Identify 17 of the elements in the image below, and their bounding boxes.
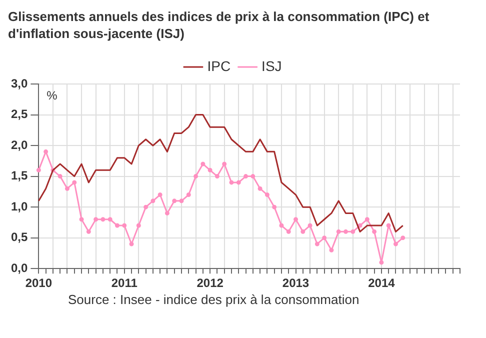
x-tick-label: 2013: [282, 276, 310, 290]
y-tick-label: 0,5: [10, 230, 28, 244]
source-note: Source : Insee - indice des prix à la consommation: [67, 292, 360, 307]
x-tick-label: 2012: [196, 276, 224, 290]
legend-label: IPC: [207, 58, 231, 74]
y-axis-title: %: [46, 88, 58, 102]
y-tick-label: 3,0: [10, 76, 28, 90]
y-tick-label: 2,0: [10, 138, 28, 152]
x-tick-label: 2014: [368, 276, 396, 290]
y-tick-label: 1,0: [10, 199, 28, 214]
y-tick-label: 1,5: [10, 168, 28, 183]
legend-label: ISJ: [262, 58, 282, 74]
x-tick-label: 2010: [25, 276, 52, 290]
x-tick-label: 2011: [111, 276, 138, 290]
chart-title: Glissements annuels des indices de prix à la consommation (IPC) et d'inflation sous-jacente (ISJ): [8, 8, 430, 42]
y-tick-label: 0,0: [10, 260, 28, 275]
y-tick-label: 2,5: [10, 107, 28, 122]
